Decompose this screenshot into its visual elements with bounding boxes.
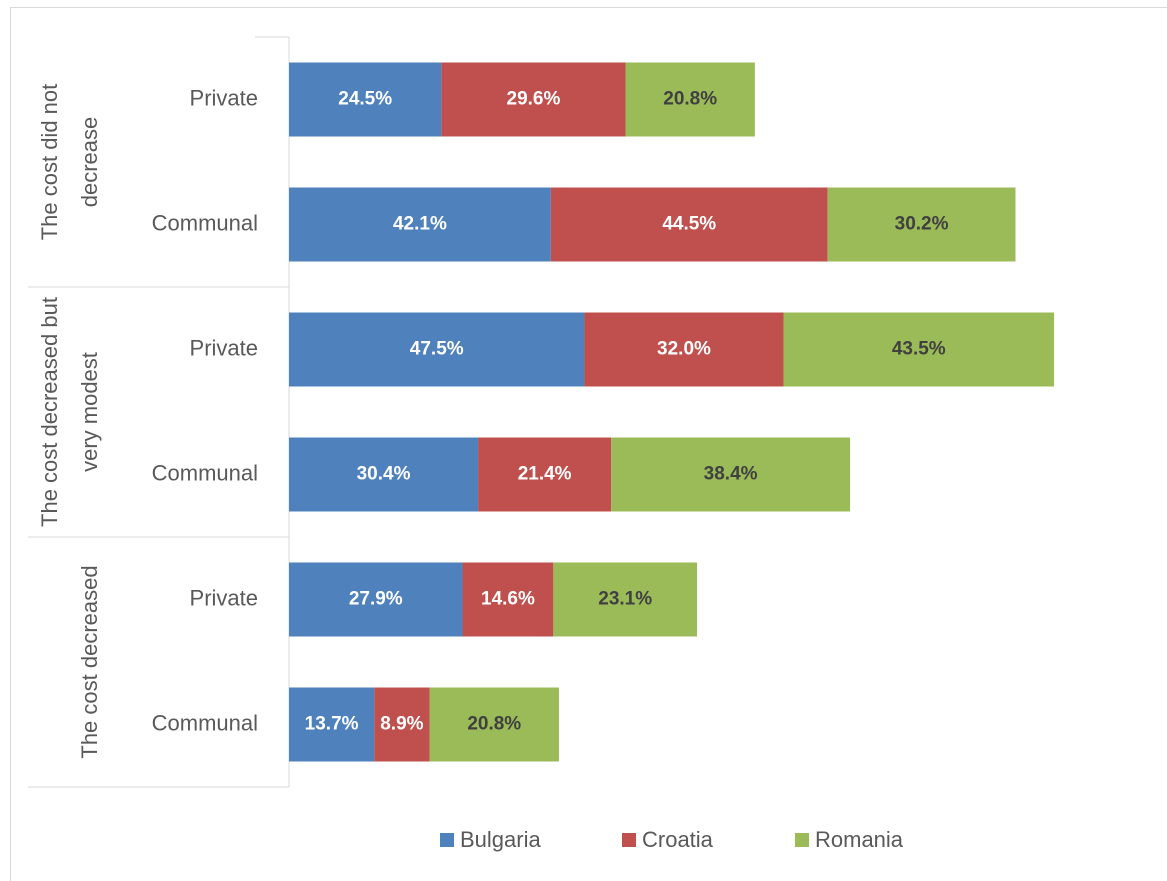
bar-segment <box>289 687 375 762</box>
bar-segment <box>462 562 554 637</box>
value-label: 21.4% <box>518 464 572 485</box>
legend-swatch <box>440 833 454 847</box>
bar-segment <box>625 62 755 137</box>
bar-segment <box>441 62 626 137</box>
value-label: 47.5% <box>410 339 464 360</box>
bar-segment <box>289 62 442 137</box>
value-label: 32.0% <box>657 339 711 360</box>
value-label: 20.8% <box>467 714 521 735</box>
category-label: Private <box>190 335 258 360</box>
value-label: 42.1% <box>393 214 447 235</box>
bar-segment <box>289 312 585 387</box>
bar-segment <box>584 312 784 387</box>
bar-segment <box>827 187 1016 262</box>
group-label: The cost decreased but very modest <box>37 297 102 527</box>
legend-swatch <box>795 833 809 847</box>
category-label: Communal <box>152 460 258 485</box>
value-label: 44.5% <box>662 214 716 235</box>
legend-label: Romania <box>815 827 904 852</box>
group-label: The cost decreased <box>77 565 102 759</box>
value-label: 14.6% <box>481 589 535 610</box>
legend-swatch <box>622 833 636 847</box>
bar-segment <box>478 437 612 512</box>
bar-segment <box>289 187 551 262</box>
value-label: 27.9% <box>349 589 403 610</box>
value-label: 20.8% <box>663 89 717 110</box>
category-label: Communal <box>152 710 258 735</box>
category-label: Private <box>190 85 258 110</box>
value-label: 30.2% <box>895 214 949 235</box>
value-label: 13.7% <box>305 714 359 735</box>
group-label: The cost did not decrease <box>37 83 102 241</box>
value-label: 23.1% <box>598 589 652 610</box>
value-label: 30.4% <box>357 464 411 485</box>
value-label: 29.6% <box>507 89 561 110</box>
legend-label: Bulgaria <box>460 827 541 852</box>
category-label: Communal <box>152 210 258 235</box>
value-label: 24.5% <box>338 89 392 110</box>
legend-label: Croatia <box>642 827 714 852</box>
value-label: 38.4% <box>704 464 758 485</box>
bar-segment <box>611 437 851 512</box>
category-label: Private <box>190 585 258 610</box>
value-label: 8.9% <box>380 714 423 735</box>
bar-segment <box>374 687 430 762</box>
bar-segment <box>783 312 1055 387</box>
bar-segment <box>289 437 479 512</box>
value-label: 43.5% <box>892 339 946 360</box>
bar-segment <box>550 187 828 262</box>
bar-segment <box>289 562 463 637</box>
bar-segment <box>553 562 698 637</box>
bar-segment <box>429 687 559 762</box>
chart-border <box>10 7 1167 881</box>
